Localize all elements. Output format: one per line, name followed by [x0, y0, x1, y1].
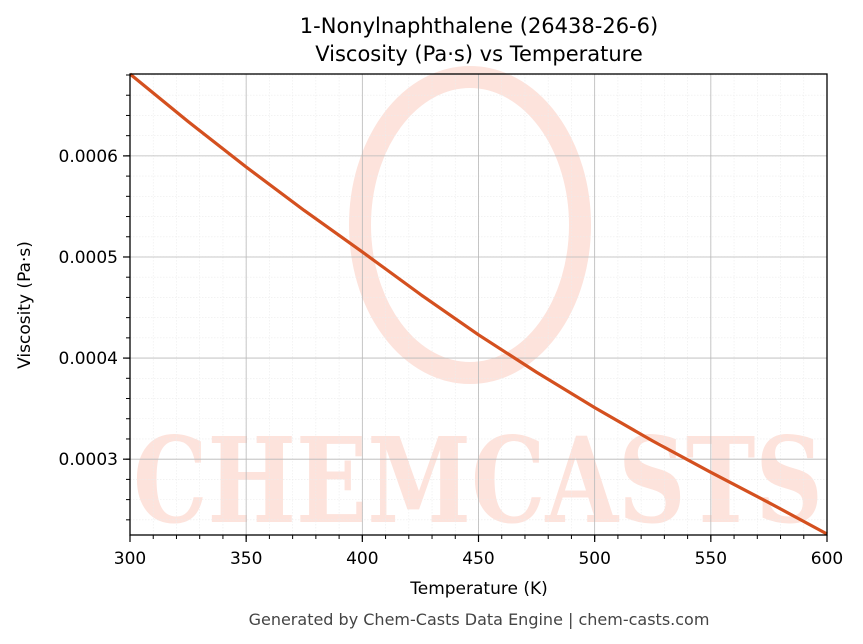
y-tick-label: 0.0004 — [59, 349, 118, 369]
x-tick-label: 550 — [695, 549, 727, 569]
x-tick-label: 600 — [811, 549, 843, 569]
x-tick-label: 450 — [462, 549, 494, 569]
y-tick-label: 0.0003 — [59, 450, 118, 470]
series-group — [128, 72, 828, 536]
x-axis-label: Temperature (K) — [409, 579, 548, 599]
y-tick-label: 0.0006 — [59, 147, 118, 167]
chemcasts-watermark: CHEMCASTS — [133, 66, 823, 550]
x-tick-label: 350 — [230, 549, 262, 569]
watermark-ring — [349, 66, 591, 384]
y-axis-label: Viscosity (Pa·s) — [15, 241, 35, 369]
y-axis-ticks: 0.0003 0.0004 0.0005 0.0006 — [59, 74, 130, 521]
viscosity-series-line — [128, 72, 828, 536]
footer-credit: Generated by Chem-Casts Data Engine | ch… — [249, 610, 710, 629]
x-tick-label: 500 — [578, 549, 610, 569]
x-axis-ticks: 300 350 400 450 500 550 600 — [114, 535, 843, 569]
y-tick-label: 0.0005 — [59, 248, 118, 268]
chart-subtitle: Viscosity (Pa·s) vs Temperature — [315, 42, 643, 66]
x-tick-label: 400 — [346, 549, 378, 569]
watermark-text: CHEMCASTS — [133, 411, 823, 550]
chart-title: 1-Nonylnaphthalene (26438-26-6) — [300, 14, 658, 38]
x-tick-label: 300 — [114, 549, 146, 569]
